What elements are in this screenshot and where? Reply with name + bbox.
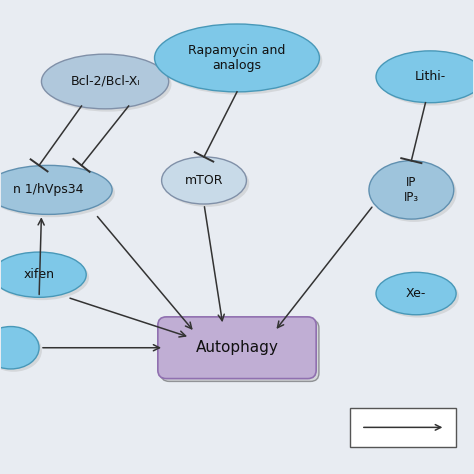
- Ellipse shape: [376, 273, 456, 315]
- Ellipse shape: [157, 27, 322, 95]
- Ellipse shape: [0, 165, 112, 214]
- Ellipse shape: [41, 54, 169, 109]
- Ellipse shape: [376, 51, 474, 103]
- Ellipse shape: [0, 327, 39, 369]
- Ellipse shape: [379, 275, 459, 318]
- Text: mTOR: mTOR: [185, 174, 223, 187]
- Text: IP
IP₃: IP IP₃: [404, 176, 419, 204]
- Text: Xe-: Xe-: [406, 287, 426, 300]
- Text: xifen: xifen: [24, 268, 55, 281]
- Ellipse shape: [0, 168, 115, 217]
- Ellipse shape: [379, 54, 474, 106]
- FancyBboxPatch shape: [350, 408, 456, 447]
- Text: Bcl-2/Bcl-Xₗ: Bcl-2/Bcl-Xₗ: [70, 75, 140, 88]
- FancyBboxPatch shape: [161, 319, 319, 382]
- Ellipse shape: [372, 164, 456, 222]
- Ellipse shape: [369, 161, 454, 219]
- FancyBboxPatch shape: [158, 317, 316, 379]
- Ellipse shape: [0, 329, 42, 372]
- Ellipse shape: [0, 252, 86, 297]
- Text: n 1/hVps34: n 1/hVps34: [13, 183, 84, 196]
- Text: Autophagy: Autophagy: [196, 340, 278, 355]
- Text: Lithi-: Lithi-: [415, 70, 446, 83]
- Text: Rapamycin and
analogs: Rapamycin and analogs: [188, 44, 286, 72]
- Ellipse shape: [155, 24, 319, 92]
- Ellipse shape: [0, 255, 89, 300]
- Ellipse shape: [162, 157, 246, 204]
- Ellipse shape: [164, 160, 249, 207]
- Ellipse shape: [44, 57, 172, 112]
